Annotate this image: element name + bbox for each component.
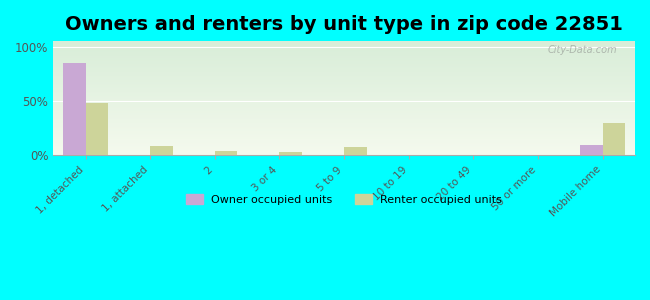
Bar xyxy=(603,123,625,155)
Bar xyxy=(86,103,108,155)
Bar xyxy=(150,146,173,155)
Bar xyxy=(344,147,367,155)
Legend: Owner occupied units, Renter occupied units: Owner occupied units, Renter occupied un… xyxy=(181,190,507,209)
Title: Owners and renters by unit type in zip code 22851: Owners and renters by unit type in zip c… xyxy=(65,15,623,34)
Bar xyxy=(63,63,86,155)
Text: City-Data.com: City-Data.com xyxy=(548,44,617,55)
Bar xyxy=(215,151,237,155)
Bar xyxy=(580,145,603,155)
Bar xyxy=(280,152,302,155)
